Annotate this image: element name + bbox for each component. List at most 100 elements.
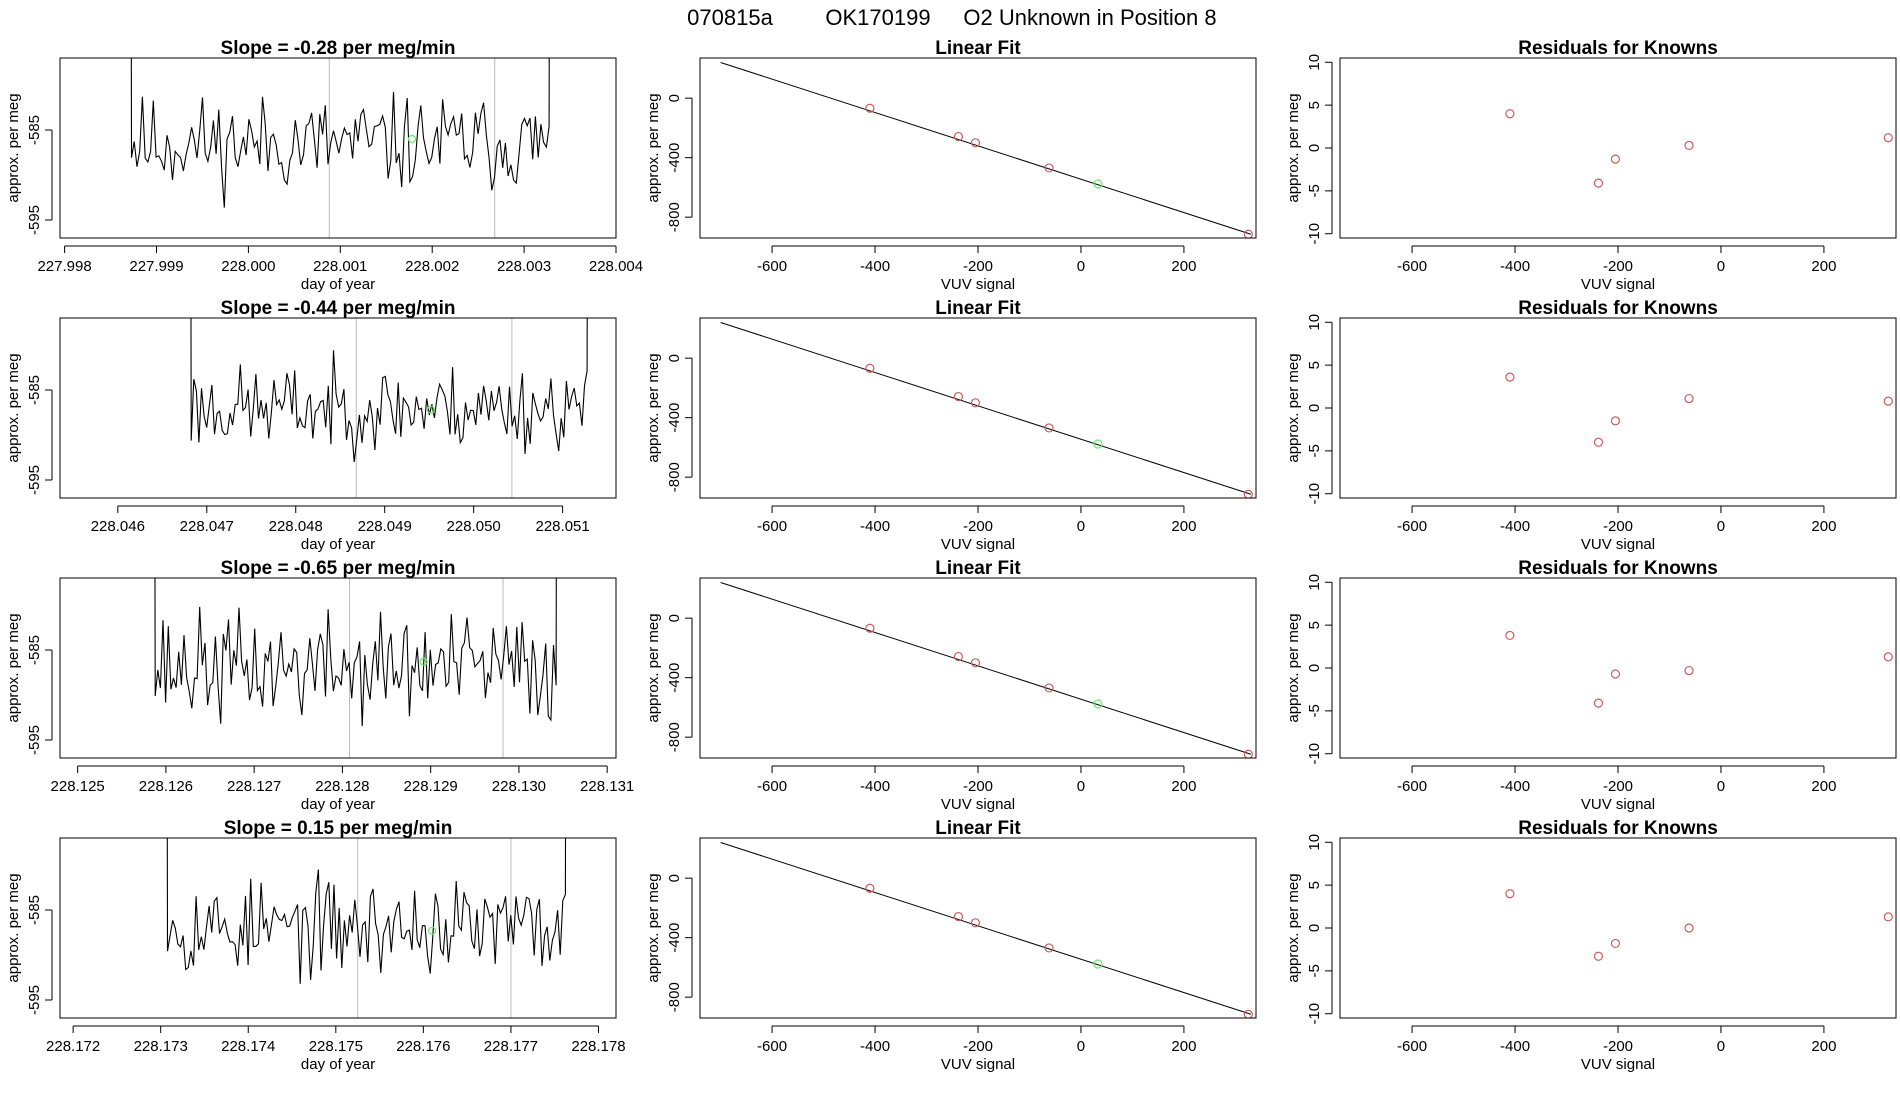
panel-title: Residuals for Knowns [1518, 558, 1718, 579]
y-tick-label: -400 [666, 143, 683, 173]
known-point [970, 138, 981, 148]
x-tick-label: -600 [1397, 778, 1427, 795]
y-axis: -585 -595 [26, 635, 53, 755]
y-tick-label: -10 [1306, 223, 1323, 245]
x-tick-label: -200 [1603, 258, 1633, 275]
y-tick-label: -595 [26, 465, 43, 495]
y-tick-label: -800 [666, 462, 683, 492]
panel-residuals-row-3: Residuals for Knowns -600 -400 -200 0 200 VUV … [1285, 558, 1897, 813]
x-axis-label: VUV signal [1581, 276, 1655, 293]
x-axis: 228.046 228.047 228.048 228.049 228.050 228.0… [91, 505, 590, 535]
plot-frame [1339, 837, 1897, 1019]
panel-residuals-row-2: Residuals for Knowns -600 -400 -200 0 200 VUV … [1285, 298, 1897, 553]
y-axis-label: approx. per meg [5, 613, 22, 722]
known-point [865, 103, 875, 113]
signal-trace [166, 838, 567, 984]
x-tick-label: -200 [963, 1038, 993, 1055]
panel-title: Slope = -0.65 per meg/min [221, 558, 456, 579]
x-tick-label: -200 [1603, 518, 1633, 535]
unknown-marker [428, 926, 437, 935]
y-tick-label: 5 [1306, 101, 1323, 109]
y-tick-label: 0 [666, 614, 683, 622]
known-point [1044, 423, 1054, 433]
x-tick-label: 200 [1171, 518, 1196, 535]
x-tick-label: 228.047 [180, 518, 234, 535]
y-axis: 10 5 0 -5 -10 [1306, 314, 1333, 505]
unknown-marker [426, 405, 436, 414]
x-axis-label: day of year [301, 796, 375, 813]
y-axis-label: approx. per meg [645, 613, 662, 722]
y-axis: 10 5 0 -5 -10 [1306, 834, 1333, 1025]
residual-point [1505, 630, 1515, 641]
known-point [865, 883, 875, 893]
known-point [970, 398, 981, 408]
y-tick-label: -800 [666, 202, 683, 232]
x-tick-label: -600 [1397, 518, 1427, 535]
panel-title: Slope = 0.15 per meg/min [224, 818, 453, 839]
x-tick-label: 0 [1077, 258, 1085, 275]
plot-area [1505, 630, 1893, 708]
fit-line [720, 61, 1252, 235]
y-tick-label: -10 [1306, 483, 1323, 505]
known-point [1243, 749, 1253, 758]
y-axis-label: approx. per meg [1285, 873, 1302, 982]
residual-point [1883, 912, 1893, 922]
y-axis: 0 -400 -800 [666, 614, 693, 752]
y-tick-label: -5 [1306, 964, 1323, 977]
plot-frame [699, 317, 1257, 499]
sample-id: OK170199 [825, 5, 930, 30]
residual-point [1610, 416, 1621, 426]
x-axis-label: day of year [301, 536, 375, 553]
residual-point [1883, 133, 1893, 143]
y-tick-label: -800 [666, 982, 683, 1012]
y-axis: -585 -595 [26, 115, 53, 235]
x-tick-label: 227.999 [129, 258, 183, 275]
y-tick-label: -5 [1306, 704, 1323, 717]
panel-linear_fit-row-1: Linear Fit -600 -400 -200 0 200 VUV signal 0 -40… [645, 38, 1257, 293]
residual-point [1610, 669, 1621, 679]
known-point [953, 651, 964, 662]
plot-area [190, 318, 588, 498]
run-id: 070815a [687, 5, 773, 30]
y-axis-label: approx. per meg [1285, 353, 1302, 462]
plot-area [720, 581, 1253, 758]
unknown-marker [419, 657, 428, 666]
plot-frame [1339, 577, 1897, 759]
panel-linear_fit-row-4: Linear Fit -600 -400 -200 0 200 VUV signal 0 -40… [645, 818, 1257, 1073]
x-tick-label: 228.127 [227, 778, 281, 795]
x-axis-label: VUV signal [941, 796, 1015, 813]
x-tick-label: 228.001 [313, 258, 367, 275]
y-tick-label: -5 [1306, 444, 1323, 457]
x-axis: 227.998 227.999 228.000 228.001 228.002 228.0… [37, 245, 643, 275]
x-axis-label: VUV signal [941, 536, 1015, 553]
y-axis: -585 -595 [26, 895, 53, 1015]
x-tick-label: 228.051 [536, 518, 590, 535]
y-axis-label: approx. per meg [5, 353, 22, 462]
known-point [970, 658, 981, 668]
panel-grid: Slope = -0.28 per meg/min 227.998 227.999 2… [5, 38, 1897, 1073]
panel-title: Linear Fit [935, 298, 1021, 319]
x-axis-label: VUV signal [941, 276, 1015, 293]
x-tick-label: -400 [860, 778, 890, 795]
residual-point [1610, 154, 1621, 164]
residual-point [1593, 951, 1604, 961]
y-axis: 10 5 0 -5 -10 [1306, 54, 1333, 245]
fit-line [720, 321, 1252, 495]
x-tick-label: -400 [1500, 1038, 1530, 1055]
panel-title: Slope = -0.28 per meg/min [221, 38, 456, 59]
x-tick-label: -400 [1500, 778, 1530, 795]
plot-frame [59, 837, 617, 1019]
x-tick-label: -200 [963, 258, 993, 275]
y-tick-label: 10 [1306, 54, 1323, 71]
panel-linear_fit-row-3: Linear Fit -600 -400 -200 0 200 VUV signal 0 -40… [645, 558, 1257, 813]
x-tick-label: -600 [757, 1038, 787, 1055]
x-axis-label: VUV signal [1581, 536, 1655, 553]
y-tick-label: -800 [666, 722, 683, 752]
panel-linear_fit-row-2: Linear Fit -600 -400 -200 0 200 VUV signal 0 -40… [645, 298, 1257, 553]
y-tick-label: -10 [1306, 743, 1323, 765]
x-axis: -600 -400 -200 0 200 [1397, 505, 1836, 535]
plot-area [1505, 889, 1893, 961]
x-axis: -600 -400 -200 0 200 [757, 765, 1196, 795]
signal-trace [190, 318, 588, 462]
